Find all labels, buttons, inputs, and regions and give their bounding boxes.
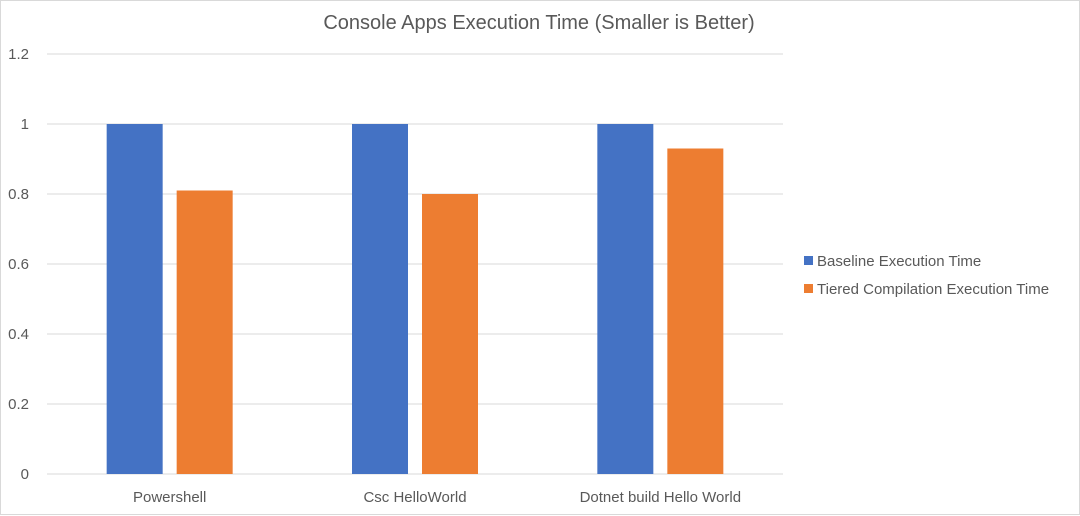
chart-title: Console Apps Execution Time (Smaller is … bbox=[323, 12, 754, 34]
x-category-label: Powershell bbox=[133, 489, 206, 506]
y-tick-label: 0.2 bbox=[8, 396, 29, 413]
bar-baseline bbox=[352, 124, 408, 474]
bar-tiered bbox=[667, 148, 724, 474]
gridlines bbox=[47, 53, 783, 475]
legend-label: Baseline Execution Time bbox=[817, 253, 981, 270]
y-tick-label: 1.2 bbox=[8, 46, 29, 63]
bar-tiered bbox=[176, 190, 233, 474]
legend-swatch bbox=[804, 284, 813, 293]
x-category-label: Dotnet build Hello World bbox=[580, 489, 741, 506]
x-axis-categories: Powershell Csc HelloWorld Dotnet build Hel… bbox=[133, 489, 741, 506]
bars bbox=[106, 124, 724, 474]
y-tick-label: 0.4 bbox=[8, 326, 29, 343]
y-axis-ticks: 0 0.2 0.4 0.6 0.8 1 1.2 bbox=[8, 46, 29, 483]
y-tick-label: 0.8 bbox=[8, 186, 29, 203]
y-tick-label: 1 bbox=[21, 116, 29, 133]
y-tick-label: 0 bbox=[21, 466, 29, 483]
x-category-label: Csc HelloWorld bbox=[363, 489, 466, 506]
legend-swatch bbox=[804, 256, 813, 265]
bar-baseline bbox=[597, 124, 654, 474]
legend-label: Tiered Compilation Execution Time bbox=[817, 281, 1049, 298]
bar-tiered bbox=[422, 194, 478, 474]
legend: Baseline Execution Time Tiered Compilatio… bbox=[804, 253, 1049, 298]
y-tick-label: 0.6 bbox=[8, 256, 29, 273]
bar-baseline bbox=[106, 124, 163, 474]
